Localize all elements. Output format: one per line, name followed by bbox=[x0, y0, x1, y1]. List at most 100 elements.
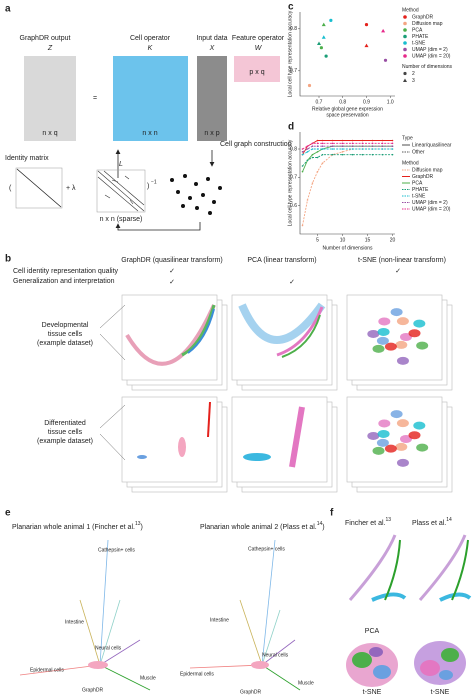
point bbox=[391, 142, 394, 145]
point bbox=[329, 18, 333, 22]
panel-label: c bbox=[288, 2, 294, 13]
legend-swatch bbox=[403, 15, 407, 19]
point bbox=[316, 139, 319, 142]
cluster bbox=[384, 342, 397, 351]
point bbox=[321, 162, 324, 164]
panel-f: f Fincher et al.13 Plass et al.14 PCA t-… bbox=[330, 508, 472, 696]
legend-label: UMAP (dim = 20) bbox=[412, 53, 451, 59]
matrix-symbol: L bbox=[119, 161, 123, 168]
line bbox=[302, 142, 393, 150]
matrix-title: Input data bbox=[196, 35, 227, 42]
title-text: Planarian whole animal 1 (Fincher et al. bbox=[12, 524, 135, 531]
point bbox=[324, 54, 328, 58]
cluster bbox=[396, 356, 409, 365]
point bbox=[331, 139, 334, 142]
matrix-symbol: X bbox=[209, 45, 215, 52]
matrix-dims: n x n bbox=[142, 130, 157, 137]
cluster bbox=[395, 442, 408, 451]
embedding-art bbox=[238, 302, 326, 358]
point bbox=[364, 23, 369, 27]
y-tick-label: 0.8 bbox=[290, 26, 297, 32]
equals: = bbox=[93, 95, 97, 102]
y-tick-label: 0.7 bbox=[290, 68, 297, 74]
point bbox=[321, 145, 324, 147]
legend-swatch bbox=[403, 71, 407, 76]
cluster-label: Intestine bbox=[210, 617, 229, 623]
point bbox=[316, 151, 319, 153]
legend-label: t-SNE bbox=[412, 193, 426, 199]
line bbox=[302, 148, 393, 156]
paren: ( bbox=[9, 185, 12, 192]
cluster bbox=[396, 458, 409, 467]
legend-swatch bbox=[403, 41, 407, 45]
x-axis-label: Number of dimensions bbox=[322, 245, 373, 251]
panel-label: b bbox=[5, 254, 11, 265]
legend-label: 3 bbox=[412, 78, 415, 84]
embedding-art bbox=[243, 406, 305, 468]
point bbox=[351, 142, 354, 145]
legend-title: Type bbox=[402, 135, 413, 141]
panel-a: a GraphDR output Z n x q = Cell operator… bbox=[5, 4, 292, 231]
panel-label: a bbox=[5, 4, 11, 15]
row-label: t-SNE bbox=[363, 689, 382, 696]
matrix-dims: n x n (sparse) bbox=[100, 216, 143, 223]
cluster bbox=[396, 317, 409, 326]
paren: ) bbox=[147, 183, 149, 190]
embedding-art bbox=[125, 304, 216, 366]
point bbox=[307, 83, 312, 88]
point bbox=[321, 35, 326, 39]
method-header: GraphDR (quasilinear transform) bbox=[121, 257, 223, 264]
legend-swatch bbox=[403, 78, 407, 82]
cluster-label: Muscle bbox=[140, 675, 156, 681]
cluster bbox=[396, 419, 409, 428]
cluster bbox=[376, 336, 389, 345]
method-header: PCA (linear transform) bbox=[247, 257, 316, 264]
point bbox=[316, 156, 319, 159]
x-tick-label: 1.0 bbox=[387, 99, 394, 105]
point bbox=[381, 148, 384, 150]
legend-swatch bbox=[403, 21, 407, 26]
legend-label: 2 bbox=[412, 71, 415, 77]
row-label: tissue cells bbox=[48, 429, 83, 436]
image-frame bbox=[346, 396, 443, 483]
point bbox=[316, 142, 319, 145]
y-axis-label: Local cell type representation accuracy bbox=[287, 139, 293, 226]
point bbox=[381, 142, 384, 145]
step-label: Cell graph construction bbox=[220, 141, 292, 148]
matrix-symbol: W bbox=[255, 45, 263, 52]
cluster bbox=[377, 327, 390, 336]
cluster bbox=[372, 446, 385, 455]
matrix-z bbox=[24, 56, 76, 141]
embedding-art bbox=[367, 410, 429, 467]
legend-label: UMAP (dim = 20) bbox=[412, 206, 451, 212]
cluster-label: Neural cells bbox=[95, 645, 122, 651]
point bbox=[301, 224, 304, 227]
cluster bbox=[408, 329, 421, 338]
panel-label: f bbox=[330, 508, 334, 519]
point bbox=[381, 153, 384, 156]
cluster bbox=[178, 437, 186, 457]
point bbox=[316, 145, 319, 147]
x-tick-label: 15 bbox=[365, 237, 371, 243]
legend-label: GraphDR bbox=[412, 174, 434, 180]
point bbox=[316, 170, 319, 173]
cluster bbox=[395, 340, 408, 349]
curve bbox=[181, 304, 216, 357]
point bbox=[311, 156, 314, 159]
cluster bbox=[377, 429, 390, 438]
row-label: t-SNE bbox=[431, 689, 450, 696]
cluster bbox=[416, 443, 429, 452]
matrix-w bbox=[234, 56, 280, 82]
point bbox=[351, 145, 354, 147]
point bbox=[361, 139, 364, 142]
cluster bbox=[413, 319, 426, 328]
point bbox=[319, 46, 323, 50]
check: ✓ bbox=[289, 279, 295, 286]
legend-label: PHATE bbox=[412, 187, 429, 193]
x-axis-label: space preservation bbox=[326, 112, 368, 118]
reference: 14 bbox=[446, 517, 452, 523]
cluster bbox=[408, 431, 421, 440]
matrix-symbol: K bbox=[148, 45, 153, 52]
